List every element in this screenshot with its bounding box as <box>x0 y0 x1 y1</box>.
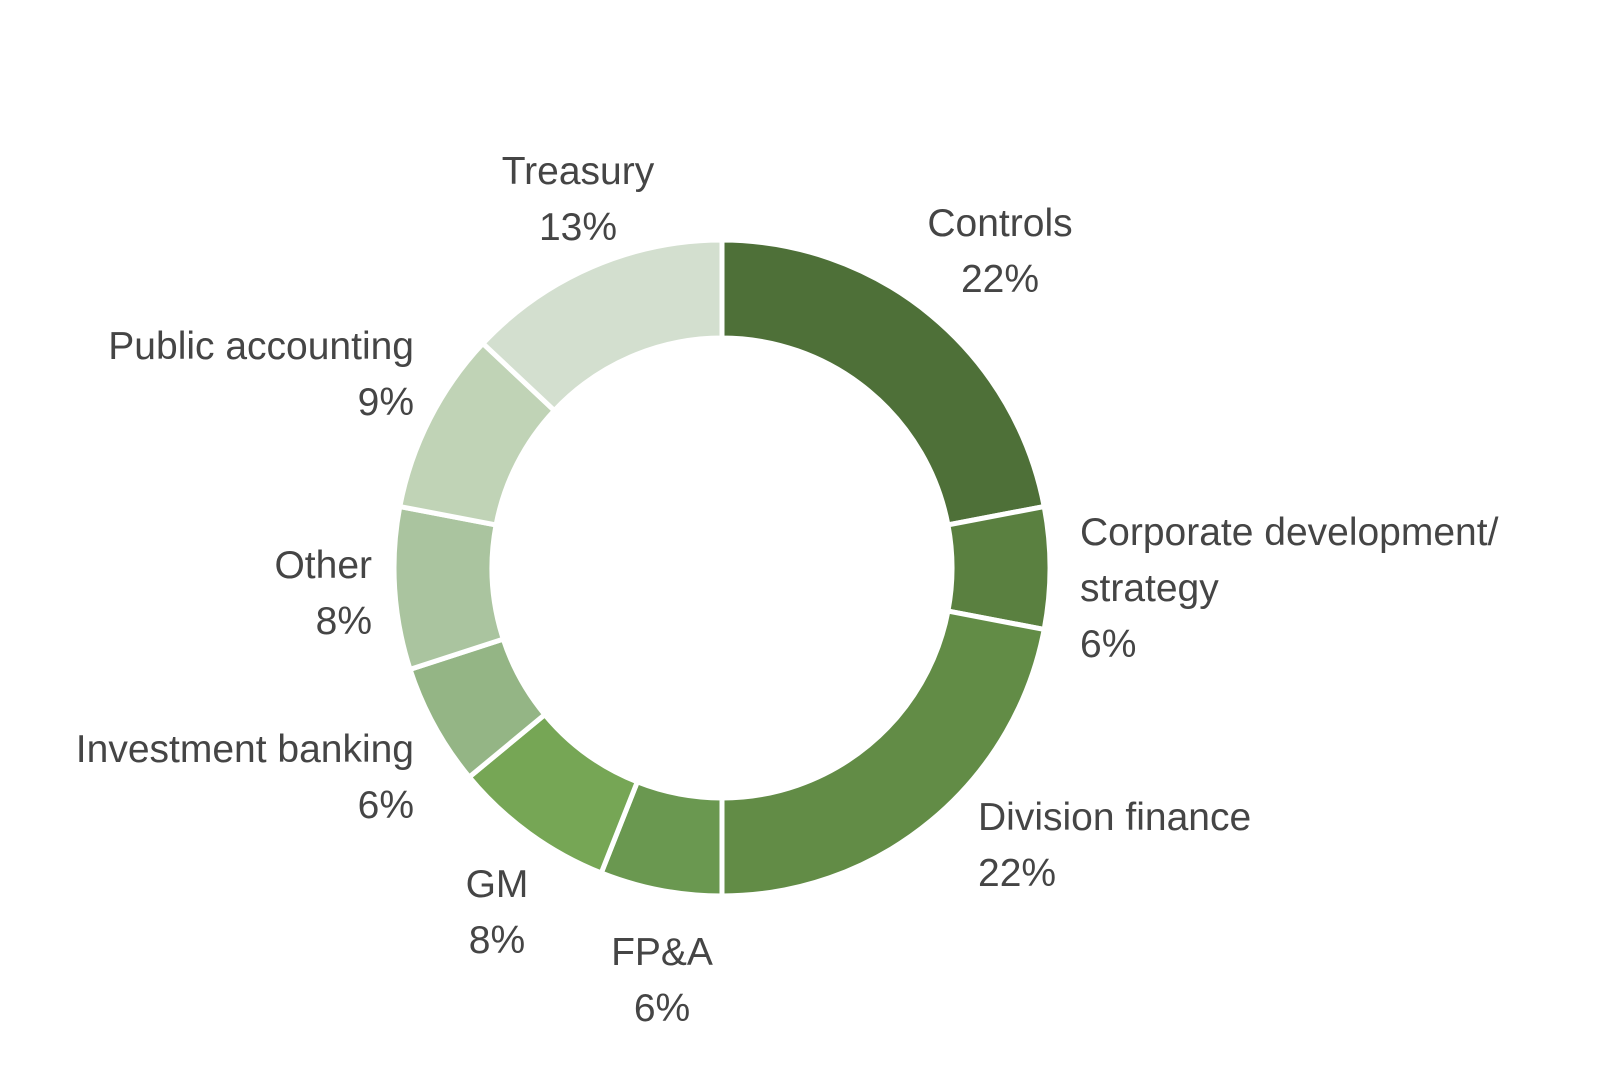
value-label: 9% <box>357 381 414 424</box>
category-label: Other <box>274 544 372 587</box>
category-label: Treasury <box>501 150 655 193</box>
value-label: 22% <box>978 852 1057 895</box>
donut-segment <box>719 608 1048 899</box>
category-label: GM <box>465 863 529 906</box>
segment-label: Other 8% <box>274 538 372 650</box>
segment-label: Division finance 22% <box>978 790 1251 902</box>
value-label: 8% <box>315 600 372 643</box>
segment-label: Controls 22% <box>927 196 1072 308</box>
donut-segment <box>391 503 507 673</box>
segment-label: Investment banking 6% <box>76 722 414 834</box>
category-label: Controls <box>927 202 1073 245</box>
category-label: Division finance <box>978 796 1252 839</box>
segment-label: Corporate development/ strategy 6% <box>1080 505 1520 673</box>
category-label: Corporate development/ strategy <box>1080 511 1499 610</box>
donut-segment <box>479 237 725 415</box>
segment-label: Public accounting 9% <box>108 319 414 431</box>
segment-label: Treasury 13% <box>502 144 654 256</box>
donut-segment <box>945 503 1053 633</box>
value-label: 6% <box>633 987 691 1030</box>
category-label: Public accounting <box>108 325 414 368</box>
value-label: 13% <box>538 206 618 249</box>
value-label: 6% <box>1080 623 1137 666</box>
category-label: FP&A <box>611 931 713 974</box>
value-label: 22% <box>960 258 1040 301</box>
value-label: 8% <box>468 919 526 962</box>
donut-segment <box>719 237 1048 528</box>
category-label: Investment banking <box>75 728 414 771</box>
segment-label: FP&A 6% <box>611 925 713 1037</box>
value-label: 6% <box>357 784 414 827</box>
segment-label: GM 8% <box>466 857 529 969</box>
